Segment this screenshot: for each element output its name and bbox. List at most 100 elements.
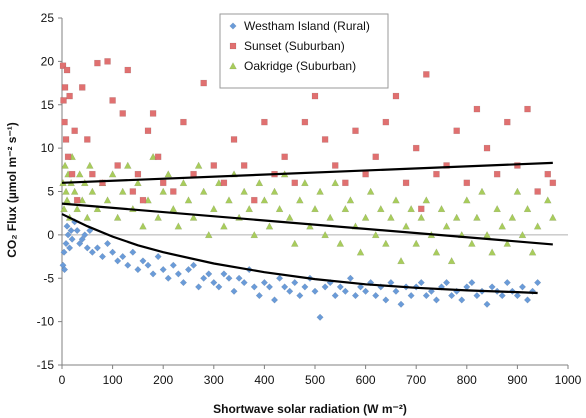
x-axis-title: Shortwave solar radiation (W m⁻²): [213, 402, 407, 416]
triangle-data-point: [422, 196, 431, 204]
diamond-data-point: [301, 283, 309, 291]
x-tick-label: 900: [507, 373, 527, 387]
square-data-point: [129, 188, 137, 195]
legend-label: Oakridge (Suburban): [244, 59, 356, 73]
triangle-data-point: [488, 248, 497, 256]
x-tick-label: 100: [103, 373, 123, 387]
legend-label: Sunset (Suburban): [244, 39, 345, 53]
triangle-data-point: [255, 178, 264, 187]
square-data-point: [61, 118, 68, 126]
square-data-point: [139, 196, 147, 204]
diamond-data-point: [108, 248, 117, 256]
trend-line: [61, 161, 553, 184]
diamond-data-point: [93, 244, 102, 252]
trend-lines: [61, 161, 553, 295]
diamond-data-point: [311, 287, 319, 295]
triangle-data-point: [169, 204, 178, 213]
triangle-data-point: [240, 187, 249, 195]
diamond-data-point: [336, 283, 344, 291]
y-tick-label: 5: [47, 185, 54, 199]
triangle-data-point: [371, 230, 380, 239]
diamond-data-point: [407, 291, 415, 300]
triangle-data-point: [462, 196, 471, 204]
square-data-point: [549, 179, 557, 187]
diamond-data-point: [68, 235, 76, 243]
diamond-data-point: [60, 248, 68, 256]
diamond-data-point: [240, 278, 248, 287]
triangle-data-point: [159, 187, 168, 195]
square-data-point: [493, 170, 501, 178]
triangle-data-point: [543, 196, 552, 204]
square-data-point: [89, 170, 96, 178]
square-data-point: [124, 66, 132, 74]
y-axis-tick-labels: 25 20 15 10 5 0 -5 -10 -15: [37, 11, 62, 372]
y-tick-label: 20: [41, 54, 55, 68]
triangle-data-point: [85, 161, 94, 169]
square-data-point: [62, 136, 70, 143]
triangle-data-point: [184, 196, 193, 204]
diamond-data-point: [483, 300, 491, 308]
triangle-data-point: [508, 213, 517, 221]
diamond-data-point: [437, 283, 446, 291]
diamond-data-point: [473, 291, 481, 300]
diamond-data-point: [205, 270, 213, 278]
square-data-point: [159, 179, 167, 187]
square-data-point: [412, 144, 420, 152]
diamond-data-point: [88, 248, 97, 256]
diamond-data-point: [392, 287, 400, 295]
diamond-data-point: [367, 278, 375, 287]
triangle-data-point: [523, 204, 532, 213]
diamond-data-point: [73, 226, 81, 235]
triangle-data-point: [306, 222, 314, 230]
triangle-data-point: [467, 239, 476, 247]
diamond-data-point: [286, 287, 294, 295]
trend-line: [61, 202, 553, 246]
diamond-data-point: [164, 274, 172, 282]
triangle-data-point: [503, 239, 512, 247]
diamond-data-point: [179, 278, 188, 287]
diamond-data-point: [76, 239, 84, 248]
diamond-data-point: [154, 252, 162, 261]
square-data-point: [104, 58, 111, 65]
triangle-data-point: [108, 170, 117, 178]
diamond-data-point: [316, 313, 324, 321]
triangle-data-point: [245, 204, 254, 213]
diamond-data-point: [62, 239, 70, 248]
triangle-data-point: [533, 222, 542, 230]
square-data-point: [473, 105, 481, 113]
square-data-point: [134, 170, 142, 178]
square-data-point: [352, 127, 359, 135]
square-data-point: [402, 179, 410, 187]
triangle-data-point: [548, 213, 557, 221]
square-data-point: [311, 92, 319, 100]
triangle-data-point: [386, 213, 395, 221]
square-data-point: [94, 59, 101, 67]
square-data-point: [483, 144, 491, 152]
x-tick-label: 0: [59, 373, 66, 387]
diamond-data-point: [119, 252, 127, 261]
diamond-data-point: [291, 278, 299, 287]
triangle-data-point: [214, 178, 223, 187]
diamond-data-point: [64, 231, 72, 239]
diamond-data-point: [361, 287, 370, 295]
triangle-data-point: [498, 222, 507, 230]
triangle-data-point: [513, 187, 522, 195]
y-tick-label: -5: [43, 271, 54, 285]
triangle-data-point: [478, 187, 486, 195]
triangle-data-point: [518, 230, 527, 239]
square-data-point: [114, 162, 121, 169]
triangle-data-point: [341, 204, 350, 213]
square-data-point: [63, 66, 71, 74]
y-tick-label: 15: [41, 98, 55, 112]
triangle-data-point: [407, 204, 416, 213]
diamond-data-point: [296, 291, 304, 300]
y-tick-label: 10: [41, 141, 55, 155]
triangle-data-point: [63, 196, 71, 204]
triangle-data-point: [381, 239, 390, 247]
diamond-data-point: [270, 296, 279, 304]
triangle-data-point: [78, 196, 87, 204]
diamond-data-point: [351, 291, 360, 300]
square-data-point: [180, 118, 187, 126]
diamond-data-point: [255, 291, 263, 300]
